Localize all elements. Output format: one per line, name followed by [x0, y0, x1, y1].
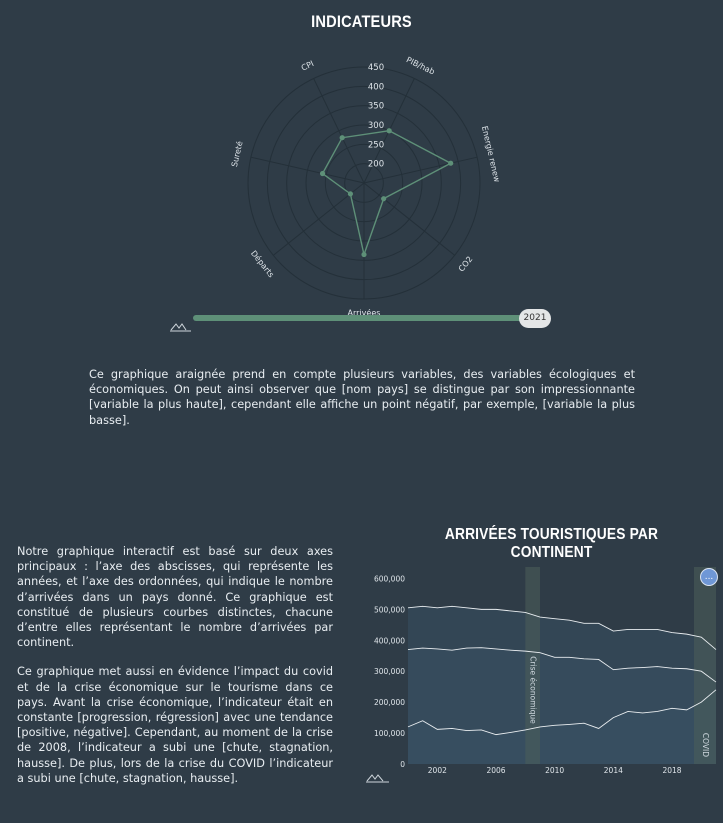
x-tick-label: 2006: [486, 766, 505, 775]
description-paragraph-1: Notre graphique interactif est basé sur …: [17, 545, 333, 650]
radar-series-line: [321, 130, 453, 258]
logo-icon: [366, 774, 389, 783]
radar-point: [448, 160, 454, 166]
series-area: [408, 647, 716, 764]
radar-point: [319, 170, 326, 177]
radar-tick-label: 250: [368, 140, 384, 150]
description-paragraph-2: Ce graphique met aussi en évidence l’imp…: [17, 665, 333, 785]
radar-point: [361, 251, 367, 258]
year-slider[interactable]: [0, 0, 723, 340]
radar-point: [339, 135, 345, 141]
line-chart-description: Notre graphique interactif est basé sur …: [17, 544, 333, 800]
series-line: [407, 605, 717, 650]
radar-description: Ce graphique araignée prend en compte pl…: [89, 368, 635, 427]
radar-axis-line: [250, 156, 365, 184]
y-tick-label: 400,000: [374, 636, 405, 645]
radar-tick-label: 400: [368, 82, 384, 92]
line-series: [407, 605, 717, 736]
y-tick-label: 200,000: [374, 698, 405, 707]
line-areas: [408, 606, 716, 764]
y-tick-label: 0: [400, 760, 405, 769]
radar-tick-label: 450: [368, 63, 384, 73]
y-tick-label: 300,000: [374, 667, 405, 676]
y-tick-label: 500,000: [374, 605, 405, 614]
radar-axis-line: [313, 78, 365, 184]
radar-point: [381, 196, 387, 202]
x-tick-label: 2014: [604, 766, 623, 775]
radar-tick-labels: 200 250 300 350 400 450: [368, 63, 384, 170]
y-tick-label: 600,000: [374, 574, 405, 583]
crisis-band-label: Crise économique: [529, 656, 538, 724]
radar-title: INDICATEURS: [311, 12, 412, 31]
crisis-band-label: COVID: [701, 733, 710, 757]
series-area: [408, 689, 716, 764]
radar-axis-line: [363, 182, 456, 256]
x-tick-labels: 2002 2006 2010 2014 2018: [428, 766, 682, 775]
radar-tick-label: 200: [368, 160, 384, 170]
crisis-band: [694, 567, 716, 764]
radar-point: [347, 191, 353, 197]
chart-toggle-button[interactable]: ...: [700, 568, 718, 586]
logo-icon: [170, 323, 191, 332]
series-area: [408, 606, 716, 764]
y-tick-labels: 0 100,000 200,000 300,000 400,000 500,000 600,…: [374, 574, 405, 769]
x-tick-label: 2010: [545, 766, 564, 775]
radar-axis-line: [363, 156, 478, 184]
x-tick-label: 2002: [428, 766, 447, 775]
x-tick-label: 2018: [662, 766, 681, 775]
series-line: [407, 647, 717, 683]
y-tick-label: 100,000: [374, 729, 405, 738]
radar-series: [319, 128, 454, 258]
radar-tick-label: 350: [368, 102, 384, 112]
radar-tick-label: 300: [368, 121, 384, 131]
radar-point: [386, 128, 392, 134]
series-line: [407, 689, 717, 736]
line-chart-title: ARRIVÉES TOURISTIQUES PAR CONTINENT: [444, 526, 659, 561]
radar-axis-label: Arrivées: [348, 308, 381, 318]
slider-year-handle[interactable]: 2021: [519, 309, 551, 328]
